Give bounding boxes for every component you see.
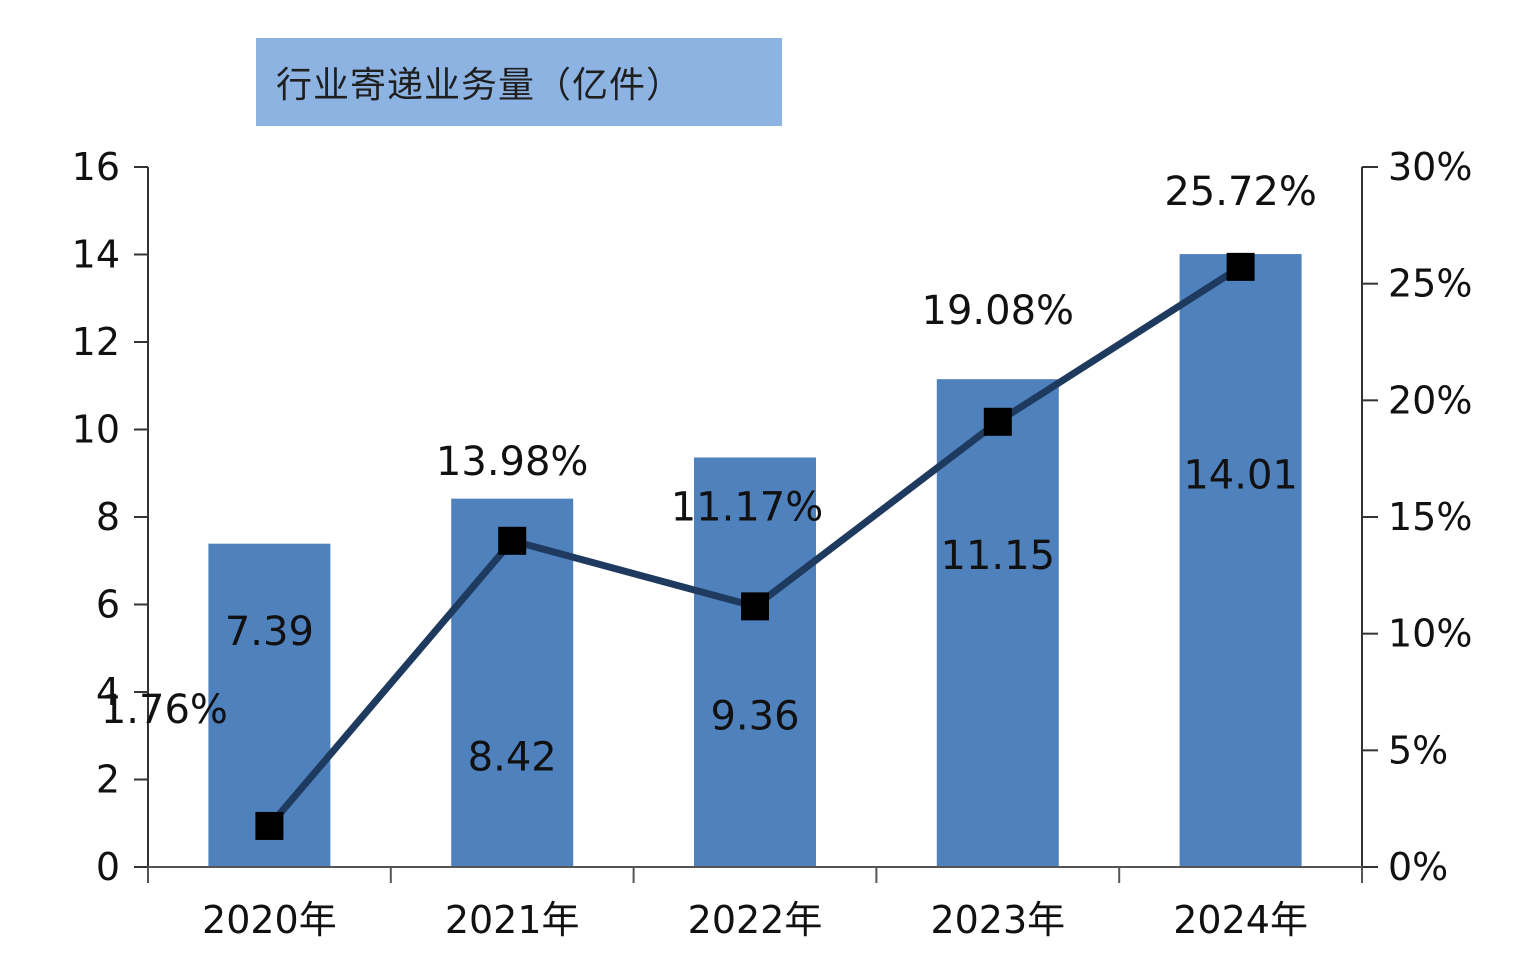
bar-value-label: 9.36 [710, 693, 799, 739]
line-marker [255, 811, 284, 840]
y-right-tick-label: 5% [1388, 728, 1448, 772]
legend-label: 行业寄递业务量（亿件） [276, 65, 684, 106]
y-right-tick-label: 25% [1388, 262, 1472, 306]
bar [936, 379, 1059, 867]
bar [1179, 254, 1302, 867]
x-tick-label: 2022年 [688, 898, 823, 942]
y-left-tick-label: 10 [72, 408, 120, 452]
y-right-tick-label: 10% [1388, 612, 1472, 656]
y-left-tick-label: 4 [96, 670, 120, 714]
y-left-tick-label: 14 [72, 233, 120, 277]
line-value-label: 25.72% [1164, 169, 1317, 215]
line-value-label: 1.76% [101, 687, 228, 733]
y-right-tick-label: 15% [1388, 495, 1472, 539]
line-value-label: 19.08% [922, 288, 1075, 334]
y-right-tick-label: 20% [1388, 378, 1472, 422]
x-tick-label: 2023年 [930, 898, 1065, 942]
x-tick-label: 2024年 [1173, 898, 1308, 942]
bar-value-label: 8.42 [468, 734, 557, 780]
x-tick-label: 2020年 [202, 898, 337, 942]
line-value-label: 13.98% [436, 439, 589, 485]
bar [694, 457, 816, 867]
line-value-label: 11.17% [671, 484, 824, 530]
y-left-tick-label: 12 [72, 320, 120, 364]
y-left-tick-label: 16 [72, 145, 120, 189]
y-left-tick-label: 2 [96, 758, 120, 802]
bar-value-label: 7.39 [225, 609, 314, 655]
bar [451, 498, 574, 867]
x-tick-label: 2021年 [445, 898, 580, 942]
y-right-tick-label: 30% [1388, 145, 1472, 189]
legend-box: 行业寄递业务量（亿件） [256, 38, 782, 126]
y-left-tick-label: 0 [96, 845, 120, 889]
line-marker [1226, 252, 1255, 281]
line-marker [741, 592, 769, 621]
line-marker [498, 526, 527, 555]
line-marker [983, 407, 1012, 436]
y-right-tick-label: 0% [1388, 845, 1448, 889]
bar-value-label: 11.15 [941, 533, 1056, 579]
bar-value-label: 14.01 [1183, 453, 1298, 499]
y-left-tick-label: 6 [96, 583, 120, 627]
y-left-tick-label: 8 [96, 495, 120, 539]
